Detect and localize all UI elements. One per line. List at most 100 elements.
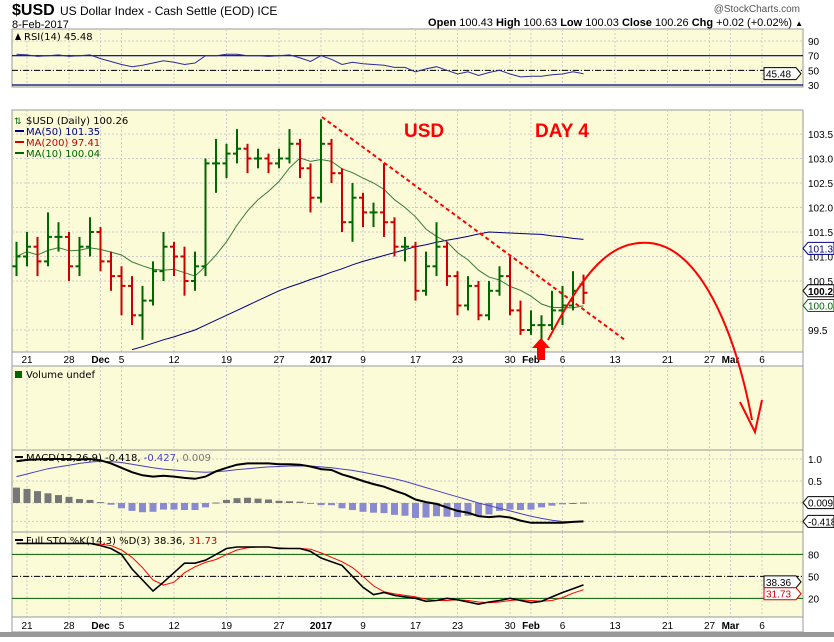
ma50-tag: 101.35 bbox=[808, 244, 834, 255]
ma10-tag: 100.04 bbox=[808, 302, 834, 313]
macd-histogram-bar bbox=[223, 499, 230, 503]
price-bar bbox=[390, 217, 399, 257]
price-bar bbox=[506, 256, 514, 316]
price-bar bbox=[485, 281, 493, 321]
rsi-tag-box bbox=[763, 67, 802, 81]
macd-histogram-bar bbox=[412, 503, 419, 518]
x-tick-label: 27 bbox=[704, 621, 716, 632]
macd-histogram-bar bbox=[139, 503, 146, 513]
x-tick-label: 5 bbox=[119, 355, 125, 366]
macd-histogram-bar bbox=[254, 498, 262, 503]
x-tick-label: 6 bbox=[560, 355, 566, 366]
macd-histogram-bar bbox=[506, 503, 514, 510]
legend-entry: $USD (Daily) 100.26 bbox=[26, 116, 128, 127]
price-bar bbox=[348, 183, 357, 242]
y-tick-label: 102.5 bbox=[808, 179, 833, 190]
sto-d-tag: 31.73 bbox=[766, 590, 791, 601]
macd-histogram-bar bbox=[76, 499, 83, 503]
macd-histogram-bar bbox=[160, 503, 167, 510]
close-label: Close bbox=[622, 17, 652, 29]
price-bar bbox=[107, 251, 115, 291]
high-label: High bbox=[496, 17, 521, 29]
macd-histogram-bar bbox=[527, 503, 535, 510]
macd-histogram-bar bbox=[118, 503, 125, 509]
macd-hist-tag: 0.009 bbox=[808, 499, 833, 510]
x-tick-label: 12 bbox=[168, 621, 180, 632]
price-bar bbox=[44, 212, 52, 267]
x-tick-label: 27 bbox=[704, 355, 716, 366]
price-bar bbox=[401, 236, 409, 262]
close-tag: 100.26 bbox=[808, 287, 834, 298]
macd-panel bbox=[11, 449, 804, 533]
up-arrow-icon bbox=[532, 338, 550, 360]
price-bar bbox=[464, 276, 472, 311]
macd-histogram-bar bbox=[286, 501, 293, 503]
macd-histogram-bar bbox=[380, 503, 388, 514]
x-tick-label: 17 bbox=[410, 355, 422, 366]
price-bar bbox=[12, 241, 21, 277]
x-axis-row bbox=[11, 351, 804, 367]
legend-entry: MA(10) 100.04 bbox=[26, 149, 100, 160]
macd-histogram-bar bbox=[296, 501, 304, 503]
sto-k-tag: 38.36 bbox=[766, 578, 791, 589]
macd-histogram-bar bbox=[433, 503, 440, 517]
price-bar bbox=[212, 138, 220, 193]
volume-icon bbox=[15, 371, 22, 378]
price-bar bbox=[474, 281, 483, 321]
ohlc-summary: Open 100.43 High 100.63 Low 100.03 Close… bbox=[428, 17, 803, 29]
price-bar bbox=[495, 266, 504, 296]
price-bar bbox=[138, 285, 147, 340]
close-value: 100.26 bbox=[655, 17, 689, 29]
x-tick-label: 13 bbox=[609, 621, 621, 632]
y-tick-label: 102.0 bbox=[808, 204, 833, 215]
volume-title: Volume undef bbox=[26, 370, 96, 381]
macd-histogram-bar bbox=[107, 503, 115, 505]
volume-panel bbox=[11, 365, 804, 451]
y-tick-label: 70 bbox=[808, 52, 820, 63]
x-tick-label: 13 bbox=[609, 355, 621, 366]
x-tick-label: Mar bbox=[722, 355, 740, 366]
macd-histogram-bar bbox=[212, 502, 220, 504]
x-tick-label: 28 bbox=[63, 355, 75, 366]
price-bar bbox=[243, 143, 252, 174]
macd-histogram-bar bbox=[391, 503, 398, 515]
price-bar bbox=[422, 251, 430, 296]
macd-histogram-bar bbox=[244, 497, 251, 503]
low-value: 100.03 bbox=[585, 17, 619, 29]
price-bar bbox=[54, 222, 63, 252]
x-tick-label: 27 bbox=[273, 621, 285, 632]
price-bar bbox=[516, 300, 525, 335]
price-bar bbox=[317, 119, 325, 203]
open-value: 100.43 bbox=[459, 17, 493, 29]
macd-histogram-bar bbox=[170, 503, 178, 510]
price-bar bbox=[327, 138, 336, 183]
macd-histogram-bar bbox=[55, 495, 62, 503]
price-bar bbox=[285, 129, 294, 164]
y-tick-label: 30 bbox=[808, 81, 820, 92]
macd-title-part: -0.427, bbox=[141, 453, 180, 464]
price-bar bbox=[180, 246, 189, 296]
x-tick-label: 17 bbox=[410, 621, 422, 632]
sto-title-part: 31.73 bbox=[185, 536, 217, 547]
macd-histogram-bar bbox=[317, 503, 325, 506]
x-tick-label: 9 bbox=[360, 621, 366, 632]
macd-histogram-bar bbox=[149, 503, 157, 512]
price-bar bbox=[23, 232, 31, 267]
y-tick-label: 101.0 bbox=[808, 253, 833, 264]
chg-value: +0.02 (+0.02%) bbox=[716, 17, 792, 29]
x-tick-label: 9 bbox=[360, 355, 366, 366]
bottom-bar bbox=[0, 632, 834, 637]
y-tick-label: 103.5 bbox=[808, 130, 833, 141]
x-axis-row bbox=[11, 616, 804, 633]
price-bar bbox=[86, 217, 94, 257]
sto-d-tag-box bbox=[763, 587, 802, 601]
sto-panel bbox=[11, 531, 804, 618]
instrument-name: US Dollar Index - Cash Settle (EOD) ICE bbox=[60, 4, 277, 18]
price-bar bbox=[233, 129, 241, 164]
macd-histogram-bar bbox=[496, 503, 503, 511]
watermark: @StockCharts.com bbox=[714, 4, 800, 15]
macd-histogram-bar bbox=[191, 503, 199, 511]
price-bar bbox=[548, 290, 556, 330]
macd-histogram-bar bbox=[275, 500, 283, 503]
sto-title-part: Full STO %K(14,3) %D(3) 38.36, bbox=[26, 536, 185, 547]
